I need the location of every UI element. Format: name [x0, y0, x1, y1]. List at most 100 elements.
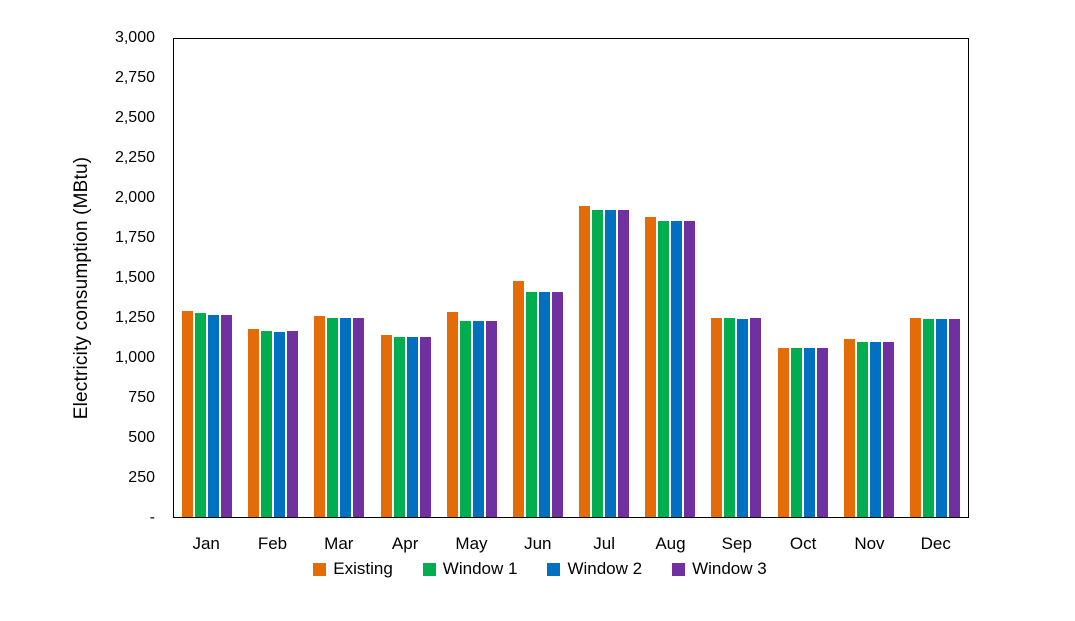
bar-series-container	[174, 39, 968, 517]
bar-apr-window-2	[406, 336, 418, 517]
x-tick-label-nov: Nov	[854, 534, 885, 553]
x-axis-tick-labels: Jan Feb Mar Apr May Jun Jul Aug Sep Oct Nov Dec	[173, 534, 969, 554]
x-tick-label-feb: Feb	[257, 534, 288, 553]
x-tick-label-aug: Aug	[655, 534, 686, 553]
bar-may-window-1	[459, 321, 471, 517]
bar-feb-window-1	[261, 330, 273, 517]
bar-aug-window-3	[684, 220, 696, 517]
bar-may-window-3	[485, 321, 497, 517]
bar-jun-existing	[512, 281, 524, 517]
bar-sep-window-3	[750, 317, 762, 517]
y-tick-label-3-000: 3,000	[114, 29, 155, 46]
legend-swatch-window-2	[547, 562, 561, 576]
x-tick-label-apr: Apr	[391, 534, 419, 553]
bar-aug-window-2	[671, 220, 683, 517]
x-tick-label-oct: Oct	[789, 534, 817, 553]
bar-group-jul	[571, 39, 637, 517]
bar-jan-existing	[182, 310, 194, 517]
legend-item-window-1: Window 1	[422, 559, 518, 579]
y-tick-label-250: 250	[128, 469, 155, 486]
legend-label-window-1: Window 1	[442, 559, 518, 578]
bar-jun-window-1	[525, 291, 537, 517]
bar-oct-window-1	[790, 348, 802, 517]
y-tick-label-500: 500	[128, 429, 155, 446]
y-tick-label-2-000: 2,000	[114, 189, 155, 206]
bar-feb-window-2	[274, 332, 286, 517]
y-tick-label-750: 750	[128, 389, 155, 406]
bar-dec-window-2	[935, 319, 947, 517]
bar-dec-window-1	[922, 319, 934, 517]
bar-jun-window-2	[538, 291, 550, 517]
bar-aug-window-1	[658, 220, 670, 517]
bar-group-may	[439, 39, 505, 517]
y-tick-label-2-500: 2,500	[114, 109, 155, 126]
y-tick-label-2-750: 2,750	[114, 69, 155, 86]
plot-area	[173, 38, 969, 518]
legend-item-existing: Existing	[313, 559, 393, 579]
bar-mar-window-2	[340, 317, 352, 517]
bar-group-jan	[174, 39, 240, 517]
legend-item-window-2: Window 2	[547, 559, 642, 579]
bar-group-oct	[770, 39, 836, 517]
bar-jan-window-2	[208, 314, 220, 517]
bar-apr-existing	[380, 335, 392, 517]
bar-group-apr	[373, 39, 439, 517]
x-tick-label-jul: Jul	[593, 534, 615, 553]
bar-group-nov	[836, 39, 902, 517]
bar-group-feb	[240, 39, 306, 517]
x-tick-label-jan: Jan	[192, 534, 220, 553]
bar-feb-window-3	[287, 330, 299, 517]
legend-label-existing: Existing	[333, 559, 393, 578]
bar-may-window-2	[472, 321, 484, 517]
bar-sep-window-2	[737, 318, 749, 517]
legend-item-window-3: Window 3	[672, 559, 767, 579]
x-tick-label-may: May	[455, 534, 488, 553]
y-tick-label-1-500: 1,500	[114, 269, 155, 286]
y-tick-label-zero: -	[149, 509, 155, 526]
bar-mar-window-3	[353, 317, 365, 517]
legend-swatch-window-1	[422, 562, 436, 576]
bar-group-dec	[902, 39, 968, 517]
legend-swatch-existing	[313, 562, 327, 576]
x-tick-label-sep: Sep	[721, 534, 752, 553]
legend-label-window-2: Window 2	[567, 559, 643, 578]
bar-jul-window-2	[605, 210, 617, 517]
bar-jan-window-1	[195, 313, 207, 517]
bar-mar-window-1	[327, 317, 339, 517]
x-tick-label-dec: Dec	[920, 534, 951, 553]
bar-may-existing	[446, 312, 458, 517]
bar-jan-window-3	[221, 314, 233, 517]
bar-jun-window-3	[551, 291, 563, 517]
bar-nov-window-1	[856, 341, 868, 517]
bar-oct-window-3	[816, 348, 828, 517]
bar-nov-window-3	[882, 341, 894, 517]
bar-jul-existing	[579, 205, 591, 517]
x-tick-label-jun: Jun	[524, 534, 552, 553]
bar-nov-window-2	[869, 341, 881, 517]
bar-group-jun	[505, 39, 571, 517]
bar-mar-existing	[314, 316, 326, 517]
y-tick-label-2-250: 2,250	[114, 149, 155, 166]
x-tick-label-mar: Mar	[324, 534, 354, 553]
y-tick-label-1-250: 1,250	[114, 309, 155, 326]
bar-group-aug	[637, 39, 703, 517]
bar-aug-existing	[645, 216, 657, 517]
bar-apr-window-1	[393, 336, 405, 517]
bar-sep-existing	[711, 317, 723, 517]
bar-jul-window-1	[592, 210, 604, 517]
bar-jul-window-3	[618, 210, 630, 517]
bar-dec-existing	[909, 317, 921, 517]
y-tick-label-1-000: 1,000	[114, 349, 155, 366]
y-tick-label-1-750: 1,750	[114, 229, 155, 246]
bar-nov-existing	[843, 339, 855, 517]
legend-label-window-3: Window 3	[692, 559, 767, 578]
bar-sep-window-1	[724, 317, 736, 517]
chart-legend: Existing Window 1 Window 2 Window 3	[160, 559, 920, 579]
legend-swatch-window-3	[672, 562, 686, 576]
bar-oct-window-2	[803, 348, 815, 517]
bar-feb-existing	[248, 329, 260, 517]
bar-oct-existing	[777, 348, 789, 517]
bar-dec-window-3	[948, 319, 960, 517]
bar-group-sep	[703, 39, 769, 517]
